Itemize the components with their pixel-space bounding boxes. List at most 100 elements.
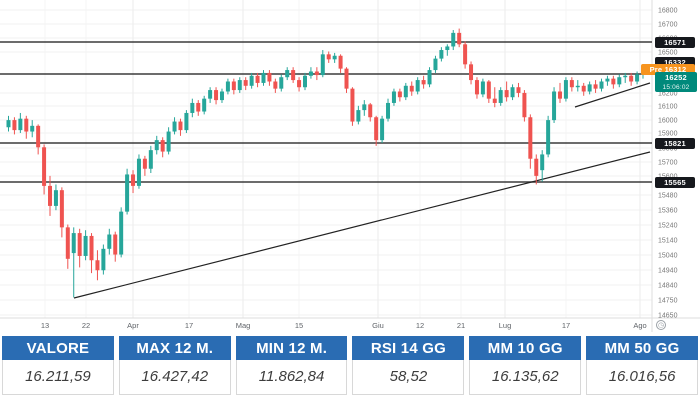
candle-body (89, 235, 94, 261)
stat-header: MM 50 GG (586, 336, 698, 360)
candle-body (237, 80, 242, 91)
clock-icon[interactable]: ◷ (656, 320, 666, 330)
candle-body (546, 120, 551, 155)
candle-body (297, 80, 302, 88)
candle-body (356, 110, 361, 122)
candle-body (409, 85, 414, 92)
y-axis-tick: 16100 (658, 104, 678, 111)
candle-body (617, 77, 622, 85)
candlestick-canvas[interactable]: 1680016700166001650016200161001600015900… (0, 0, 700, 335)
stat-min-12m: MIN 12 M. 11.862,84 (235, 336, 348, 395)
candle-body (492, 98, 497, 103)
y-axis-tick: 16200 (658, 91, 678, 98)
candle-body (107, 234, 112, 249)
stat-value: 16.135,62 (491, 368, 559, 385)
candle-body (498, 90, 503, 103)
candle-body (190, 102, 195, 113)
candle-body (308, 71, 313, 76)
candle-body (469, 64, 474, 81)
y-axis-tick: 14840 (658, 283, 678, 290)
candle-body (154, 140, 159, 151)
y-axis-tick: 14650 (658, 313, 678, 320)
candle-body (219, 91, 224, 101)
y-axis-tick: 15140 (658, 238, 678, 245)
candle-body (362, 104, 367, 111)
candle-body (48, 185, 53, 206)
candle-body (202, 98, 207, 112)
candle-body (131, 174, 136, 186)
candle-body (421, 80, 426, 85)
candle-body (279, 77, 284, 89)
stat-value: 16.016,56 (608, 368, 676, 385)
candle-body (391, 91, 396, 103)
y-axis-tick: 14940 (658, 268, 678, 275)
x-axis-label: 12 (416, 321, 424, 330)
candle-body (451, 32, 456, 47)
candle-body (368, 104, 373, 118)
stat-max-12m: MAX 12 M. 16.427,42 (118, 336, 231, 395)
candle-body (581, 85, 586, 92)
candle-body (386, 102, 391, 119)
price-level-badge: 16571 (655, 36, 695, 48)
candle-body (303, 75, 307, 88)
candle-body (522, 92, 527, 118)
x-axis-label: 15 (295, 321, 303, 330)
candle-body (119, 211, 124, 255)
price-level-badge: 16332 (655, 56, 695, 68)
candle-body (463, 44, 468, 65)
y-axis-tick: 15900 (658, 131, 678, 138)
y-axis-tick: 15240 (658, 223, 678, 230)
stats-table: VALORE 16.211,59 MAX 12 M. 16.427,42 MIN… (2, 336, 698, 395)
candle-body (148, 150, 153, 169)
candle-body (142, 158, 147, 169)
candle-body (285, 70, 290, 78)
candle-body (18, 118, 23, 131)
candle-body (575, 85, 580, 88)
candle-body (77, 233, 82, 256)
candle-body (557, 91, 562, 99)
last-price-badge: 16252 15:06:02 (655, 72, 697, 92)
candle-body (166, 131, 171, 152)
stat-valore: VALORE 16.211,59 (2, 336, 114, 395)
candle-body (552, 91, 557, 121)
x-axis-label: Ago (633, 321, 646, 330)
candle-body (397, 91, 402, 98)
candle-body (95, 260, 100, 271)
candle-body (534, 158, 539, 176)
candle-body (42, 147, 47, 186)
stat-value: 16.211,59 (25, 368, 91, 385)
candle-body (6, 120, 11, 128)
price-chart[interactable]: 1680016700166001650016200161001600015900… (0, 0, 700, 335)
candle-body (208, 90, 213, 99)
candle-body (249, 75, 254, 86)
candle-body (332, 55, 337, 60)
candle-body (83, 235, 88, 256)
candle-body (255, 75, 260, 83)
candle-body (480, 81, 485, 95)
candle-body (338, 55, 343, 69)
y-axis-tick: 14750 (658, 298, 678, 305)
candle-body (439, 50, 444, 59)
candle-body (172, 121, 177, 132)
x-axis-label: 13 (41, 321, 49, 330)
candle-body (516, 87, 521, 93)
y-axis-tick: 15480 (658, 193, 678, 200)
candle-body (540, 154, 545, 171)
candle-body (196, 102, 201, 112)
candle-body (605, 78, 610, 82)
stat-header: RSI 14 GG (352, 336, 465, 360)
x-axis-label: Lug (499, 321, 512, 330)
candle-body (71, 233, 76, 254)
candle-body (563, 80, 568, 99)
x-axis-label: Giu (372, 321, 384, 330)
candle-body (65, 227, 70, 259)
candle-body (160, 140, 165, 152)
candle-body (261, 72, 266, 83)
y-axis-tick: 15700 (658, 160, 678, 167)
candle-body (267, 72, 272, 82)
candle-body (635, 74, 640, 82)
candle-body (569, 80, 574, 88)
price-level-badge: 15821 (655, 137, 695, 149)
candle-body (433, 58, 438, 71)
